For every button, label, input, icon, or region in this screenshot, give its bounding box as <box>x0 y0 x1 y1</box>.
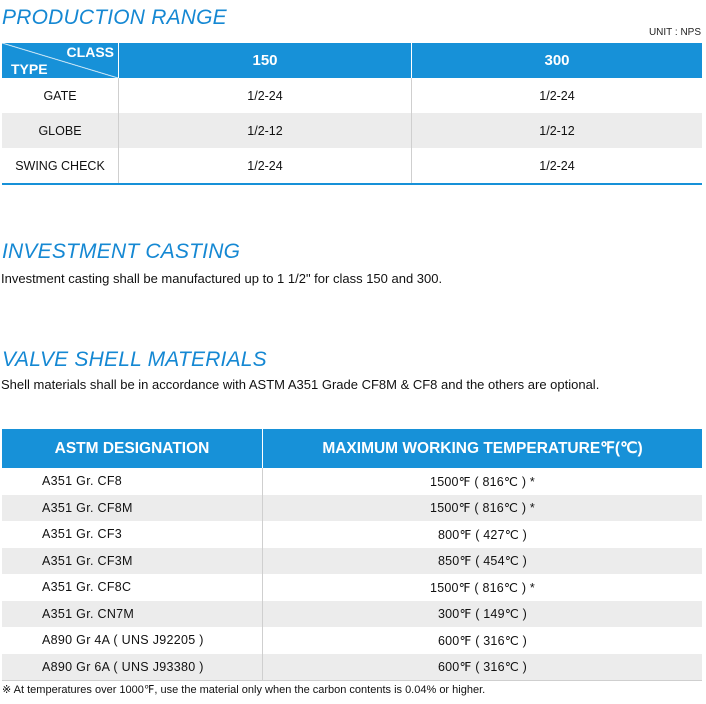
class-300-cell: 1/2-24 <box>411 148 702 185</box>
designation-cell: A351 Gr. CF3M <box>2 547 263 574</box>
valve-type-cell: SWING CHECK <box>2 148 119 185</box>
temperature-footnote: ※ At temperatures over 1000℉, use the ma… <box>2 684 486 696</box>
table-row: A351 Gr. CF3 800℉ ( 427℃ ) <box>2 521 702 548</box>
class-300-cell: 1/2-24 <box>539 88 575 103</box>
temperature-cell: 800℉ ( 427℃ ) <box>438 527 527 542</box>
class-150-cell: 1/2-24 <box>118 148 412 185</box>
table-row: A351 Gr. CF8M 1500℉ ( 816℃ ) * <box>2 494 702 521</box>
class-header-label: CLASS <box>66 44 114 60</box>
temperature-cell: 600℉ ( 316℃ ) <box>262 653 702 681</box>
class-150-cell: 1/2-24 <box>118 78 412 113</box>
temperature-cell: 300℉ ( 149℃ ) <box>262 600 702 627</box>
designation-cell: A890 Gr 4A ( UNS J92205 ) <box>2 627 263 654</box>
investment-casting-title: INVESTMENT CASTING <box>2 240 241 263</box>
table-row: A351 Gr. CF8 1500℉ ( 816℃ ) * <box>2 468 702 495</box>
table-row: A351 Gr. CF3M 850℉ ( 454℃ ) <box>2 547 702 574</box>
investment-casting-text: Investment casting shall be manufactured… <box>1 271 443 286</box>
class-150-header: 150 <box>118 43 412 78</box>
valve-shell-materials-title: VALVE SHELL MATERIALS <box>2 348 267 371</box>
table-row: A351 Gr. CF8C 1500℉ ( 816℃ ) * <box>2 574 702 601</box>
designation-cell: A351 Gr. CF8M <box>2 494 263 521</box>
valve-shell-materials-text: Shell materials shall be in accordance w… <box>1 377 600 392</box>
temperature-cell: 850℉ ( 454℃ ) <box>262 547 702 574</box>
table-row: SWING CHECK 1/2-24 1/2-24 <box>2 148 702 185</box>
class-150-cell: 1/2-12 <box>118 113 412 148</box>
designation-cell: A351 Gr. CF8 <box>2 468 263 495</box>
table-row: GLOBE 1/2-12 1/2-12 <box>2 113 702 148</box>
class-type-header: CLASS TYPE <box>2 43 119 78</box>
temperature-cell: 1500℉ ( 816℃ ) * <box>430 580 535 595</box>
class-300-header: 300 <box>411 43 702 78</box>
designation-cell: A351 Gr. CF8C <box>2 574 263 601</box>
type-header-label: TYPE <box>11 61 48 77</box>
temperature-cell: 1500℉ ( 816℃ ) * <box>430 474 535 489</box>
table-row: A890 Gr 4A ( UNS J92205 ) 600℉ ( 316℃ ) <box>2 627 702 654</box>
production-range-title: PRODUCTION RANGE <box>2 6 227 29</box>
temperature-cell: 1500℉ ( 816℃ ) * <box>262 494 702 521</box>
valve-type-cell: GLOBE <box>2 113 119 148</box>
shell-materials-header-row: ASTM DESIGNATION MAXIMUM WORKING TEMPERA… <box>2 429 702 468</box>
max-working-temperature-header: MAXIMUM WORKING TEMPERATURE℉(℃) <box>262 429 702 468</box>
production-range-table: CLASS TYPE 150 300 GATE 1/2-24 1/2-24 GL… <box>2 43 702 185</box>
designation-cell: A890 Gr 6A ( UNS J93380 ) <box>2 653 263 681</box>
table-row: A890 Gr 6A ( UNS J93380 ) 600℉ ( 316℃ ) <box>2 653 702 681</box>
temperature-cell: 600℉ ( 316℃ ) <box>438 633 527 648</box>
valve-type-cell: GATE <box>2 78 119 113</box>
production-range-header-row: CLASS TYPE 150 300 <box>2 43 702 78</box>
class-300-cell: 1/2-12 <box>411 113 702 148</box>
unit-label: UNIT : NPS <box>648 27 701 38</box>
shell-materials-table: ASTM DESIGNATION MAXIMUM WORKING TEMPERA… <box>2 429 702 681</box>
designation-cell: A351 Gr. CN7M <box>2 600 263 627</box>
table-row: GATE 1/2-24 1/2-24 <box>2 78 702 113</box>
designation-cell: A351 Gr. CF3 <box>2 521 263 548</box>
astm-designation-header: ASTM DESIGNATION <box>2 429 263 468</box>
table-row: A351 Gr. CN7M 300℉ ( 149℃ ) <box>2 600 702 627</box>
